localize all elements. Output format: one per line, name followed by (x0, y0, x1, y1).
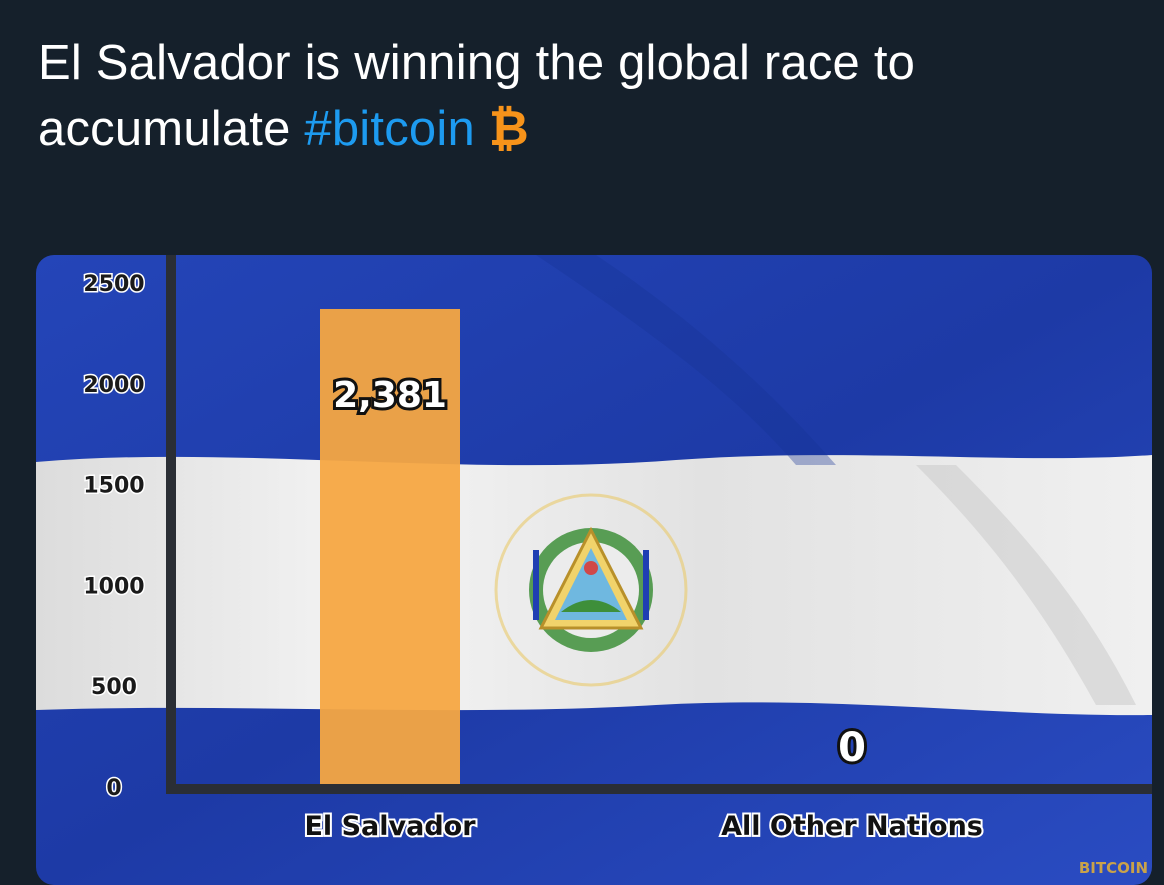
bar-value-label: 2,381 (333, 375, 447, 416)
y-tick-label: 1000 (83, 574, 144, 599)
bar-chart: 0 500 1000 1500 2000 2500 2,381 0 El Salvador A… (36, 255, 1152, 885)
tweet-line-2-text: accumulate (38, 102, 291, 156)
bar (320, 308, 460, 784)
coat-of-arms-emblem (494, 493, 688, 687)
watermark-text: BITCOIN (1079, 859, 1148, 877)
y-axis-ticks: 0 500 1000 1500 2000 2500 (82, 271, 146, 803)
tweet-line-2: accumulate #bitcoin ₿ (38, 96, 1148, 162)
hashtag-link[interactable]: #bitcoin (304, 102, 475, 156)
flag-fold-shadow-2 (916, 465, 1136, 705)
tweet-text: El Salvador is winning the global race t… (38, 30, 1148, 162)
category-label: El Salvador (304, 811, 476, 842)
y-tick-label: 2000 (83, 373, 144, 398)
bars (320, 308, 460, 784)
bitcoin-icon: ₿ (488, 100, 529, 157)
y-tick-label: 0 (106, 776, 121, 801)
tweet-line-1: El Salvador is winning the global race t… (38, 36, 916, 90)
bar-value-labels: 2,381 0 (330, 372, 869, 774)
flag-fold-shadow (536, 255, 836, 465)
category-labels: El Salvador All Other Nations (302, 809, 984, 844)
bar-value-label: 0 (838, 725, 866, 771)
chart-image-card[interactable]: 0 500 1000 1500 2000 2500 2,381 0 El Salvador A… (36, 255, 1152, 885)
y-tick-label: 1500 (83, 474, 144, 499)
y-tick-label: 2500 (83, 272, 144, 297)
category-label: All Other Nations (721, 811, 983, 842)
y-tick-label: 500 (91, 675, 137, 700)
